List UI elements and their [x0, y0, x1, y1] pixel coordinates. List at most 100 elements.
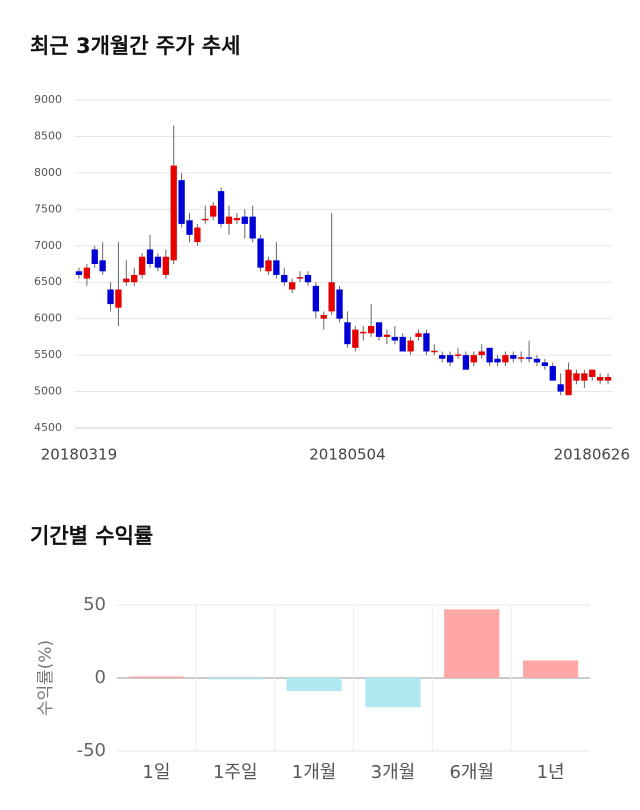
- candle-body: [391, 336, 398, 341]
- candle-body: [91, 249, 98, 264]
- y-tick-label: 7500: [34, 202, 62, 215]
- x-tick-label: 20180504: [309, 446, 385, 464]
- candle-body: [249, 216, 256, 239]
- candle-body: [596, 376, 604, 381]
- chart-title: 기간별 수익률: [30, 524, 153, 548]
- candle-body: [210, 205, 217, 217]
- candle-body: [375, 322, 383, 337]
- candle-body: [549, 366, 556, 381]
- y-tick-label: 0: [95, 667, 106, 688]
- y-tick-label: 9000: [34, 93, 62, 106]
- candle-body: [423, 333, 430, 352]
- x-tick-label: 6개월: [449, 762, 494, 783]
- bar: [286, 678, 342, 692]
- candle-body: [154, 256, 162, 268]
- candle-body: [565, 369, 572, 396]
- candle-body: [257, 238, 264, 268]
- y-tick-label: 50: [83, 594, 106, 615]
- candle-body: [470, 355, 477, 363]
- x-tick-label: 1개월: [292, 762, 337, 783]
- candle-body: [281, 274, 288, 283]
- candle-body: [446, 355, 454, 363]
- candle-body: [439, 355, 446, 359]
- x-tick-label: 1일: [142, 762, 170, 783]
- y-axis-label: 수익률(%): [36, 640, 56, 716]
- y-tick-label: 8500: [34, 129, 62, 142]
- candle-body: [589, 369, 596, 377]
- y-tick-label: 8000: [34, 166, 62, 179]
- y-tick-label: 5000: [34, 385, 62, 398]
- candle-body: [415, 333, 422, 337]
- candle-body: [431, 350, 438, 353]
- candle-body: [525, 357, 533, 359]
- candle-body: [99, 260, 106, 272]
- candle-body: [367, 325, 375, 334]
- candle-body: [604, 376, 612, 381]
- bar: [444, 609, 500, 678]
- candle-body: [557, 384, 564, 392]
- candle-body: [360, 331, 367, 334]
- y-tick-label: 4500: [34, 421, 62, 434]
- chart-title: 최근 3개월간 주가 추세: [30, 34, 240, 58]
- y-tick-label: 6000: [34, 312, 62, 325]
- candle-body: [186, 220, 193, 235]
- bar: [365, 678, 421, 708]
- candle-body: [178, 180, 185, 224]
- candle-body: [265, 260, 272, 272]
- candle-body: [312, 285, 320, 312]
- candle-body: [541, 362, 549, 367]
- x-tick-label: 20180319: [41, 446, 117, 464]
- candle-body: [162, 256, 169, 275]
- candle-body: [407, 340, 414, 352]
- candle-body: [75, 271, 83, 275]
- candle-body: [170, 165, 177, 261]
- candle-body: [454, 354, 462, 356]
- candle-body: [131, 274, 138, 283]
- x-tick-label: 3개월: [371, 762, 416, 783]
- candle-body: [241, 216, 248, 224]
- candle-body: [138, 256, 146, 275]
- candle-body: [510, 355, 517, 359]
- candle-body: [123, 278, 130, 283]
- candle-body: [296, 277, 304, 279]
- candle-body: [581, 373, 588, 381]
- x-tick-label: 20180626: [554, 446, 630, 464]
- candle-body: [194, 227, 201, 243]
- candle-body: [518, 357, 525, 359]
- candle-body: [383, 334, 391, 337]
- candle-body: [533, 358, 541, 363]
- candle-body: [399, 336, 406, 352]
- candle-body: [289, 282, 296, 290]
- y-tick-label: -50: [77, 740, 106, 761]
- candle-body: [107, 289, 114, 305]
- y-tick-label: 5500: [34, 348, 62, 361]
- y-tick-label: 7000: [34, 239, 62, 252]
- candle-body: [462, 355, 470, 370]
- candle-body: [328, 282, 335, 312]
- x-tick-label: 1년: [537, 762, 565, 783]
- candle-body: [202, 218, 209, 221]
- candle-body: [486, 347, 493, 363]
- bar: [128, 676, 185, 678]
- candle-body: [336, 289, 343, 319]
- candle-body: [233, 218, 241, 221]
- candle-body: [83, 267, 91, 279]
- x-tick-label: 1주일: [213, 762, 258, 783]
- candle-body: [304, 274, 312, 283]
- candle-body: [344, 322, 351, 345]
- candle-body: [115, 289, 122, 308]
- candle-body: [573, 373, 580, 381]
- candle-body: [217, 191, 225, 224]
- y-tick-label: 6500: [34, 275, 62, 288]
- candle-body: [273, 260, 280, 275]
- candle-body: [352, 329, 359, 348]
- candle-body: [320, 315, 327, 319]
- candle-body: [478, 351, 485, 356]
- bar: [522, 660, 579, 678]
- candle-body: [225, 216, 233, 224]
- candle-body: [494, 358, 501, 363]
- bar: [207, 678, 263, 680]
- candle-body: [502, 355, 509, 363]
